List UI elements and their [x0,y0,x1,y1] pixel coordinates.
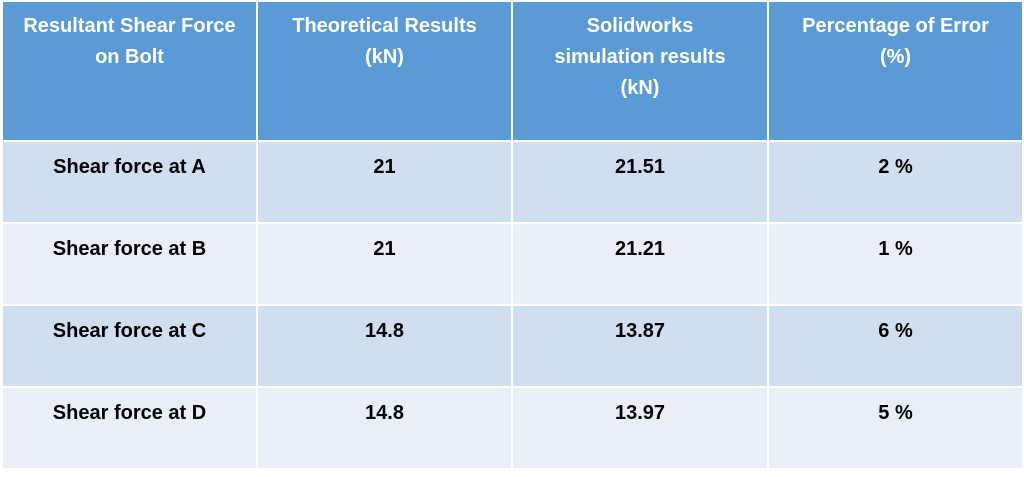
header-percentage-error: Percentage of Error (%) [767,0,1024,142]
cell-simulation: 21.21 [511,222,769,306]
header-text-line: (kN) [365,46,404,68]
header-text-line: Solidworks [586,15,694,37]
table-row: Shear force at B 21 21.21 1 % [1,222,1024,306]
header-text-line: on Bolt [95,46,164,68]
cell-bolt-label: Shear force at A [1,140,258,224]
header-solidworks-results: Solidworks simulation results (kN) [511,0,769,142]
table-body: Shear force at A 21 21.51 2 % Shear forc… [1,140,1024,470]
table-row: Shear force at D 14.8 13.97 5 % [1,386,1024,470]
header-text-line: Theoretical Results [292,15,477,37]
cell-theoretical: 14.8 [256,304,513,388]
cell-simulation: 13.97 [511,386,769,470]
table-row: Shear force at C 14.8 13.87 6 % [1,304,1024,388]
header-text-line: Resultant Shear Force [23,15,236,37]
cell-error: 6 % [767,304,1024,388]
header-text-line: Percentage of Error [802,15,989,37]
cell-bolt-label: Shear force at D [1,386,258,470]
table-row: Shear force at A 21 21.51 2 % [1,140,1024,224]
header-resultant-shear-force: Resultant Shear Force on Bolt [1,0,258,142]
cell-bolt-label: Shear force at B [1,222,258,306]
cell-simulation: 13.87 [511,304,769,388]
cell-error: 5 % [767,386,1024,470]
header-text-line: (kN) [620,77,660,99]
cell-theoretical: 14.8 [256,386,513,470]
cell-bolt-label: Shear force at C [1,304,258,388]
table-header: Resultant Shear Force on Bolt Theoretica… [1,0,1024,142]
cell-simulation: 21.51 [511,140,769,224]
header-text-line: simulation results [554,46,726,68]
header-theoretical-results: Theoretical Results (kN) [256,0,513,142]
cell-theoretical: 21 [256,222,513,306]
cell-error: 1 % [767,222,1024,306]
cell-theoretical: 21 [256,140,513,224]
header-text-line: (%) [879,46,912,68]
header-row: Resultant Shear Force on Bolt Theoretica… [1,0,1024,142]
cell-error: 2 % [767,140,1024,224]
